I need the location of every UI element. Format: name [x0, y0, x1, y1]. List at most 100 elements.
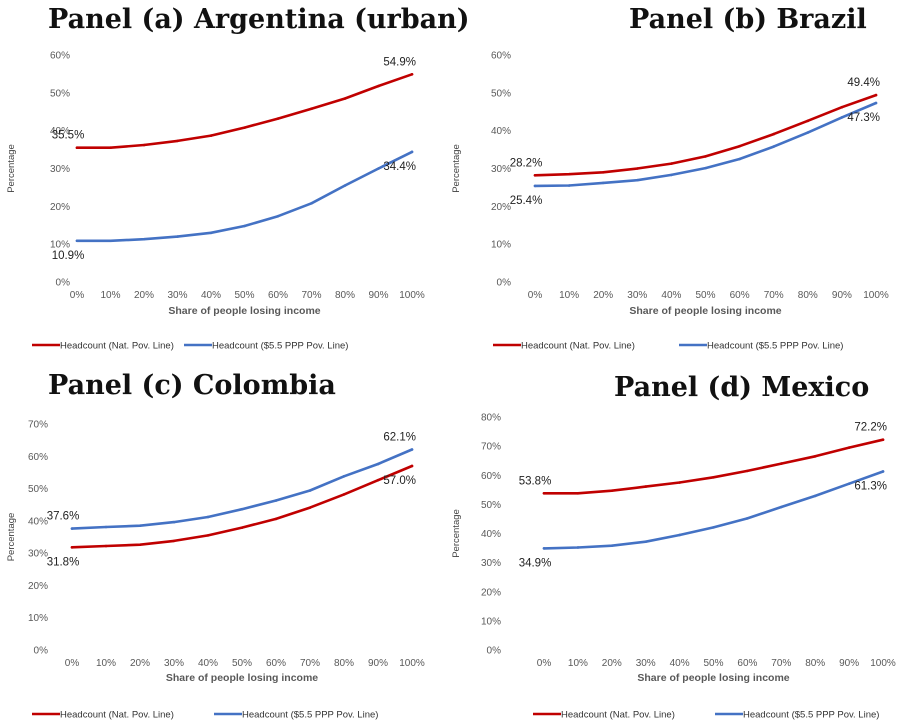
data-point: [276, 117, 280, 120]
line-chart-argentina: 0% 10% 20% 30% 40% 50% 60% 0% 10% 20% 30% 40% 50% 60%…: [6, 51, 425, 352]
data-point: [70, 527, 74, 530]
panel-brazil: Panel (b) Brazil 0% 10% 20% 30% 40% 50% 60% 0% 1…: [449, 0, 897, 362]
x-tick-label: 60%: [266, 658, 286, 669]
data-point: [704, 166, 707, 170]
y-tick-label: 60%: [28, 452, 48, 463]
legend-label: Headcount (Nat. Pov. Line): [60, 710, 174, 721]
chart-title: Panel (d) Mexico: [614, 372, 870, 403]
x-tick-label: 0%: [65, 658, 80, 669]
data-label: 53.8%: [519, 475, 552, 487]
data-point: [377, 84, 380, 88]
data-point: [75, 146, 79, 149]
y-tick-label: 60%: [481, 471, 501, 482]
data-point: [678, 533, 681, 537]
series-line-national: [70, 464, 414, 549]
x-tick-label: 40%: [661, 290, 681, 301]
data-label: 62.1%: [383, 432, 416, 444]
data-point: [172, 539, 176, 543]
data-point: [636, 178, 639, 182]
legend-label: Headcount (Nat. Pov. Line): [521, 341, 635, 352]
chart-title: Panel (a) Argentina (urban): [48, 4, 470, 35]
line-chart-colombia: 0% 10% 20% 30% 40% 50% 60% 70% 0% 10% 20% 30% 40% 50%…: [6, 420, 425, 721]
data-point: [410, 464, 414, 468]
data-point: [813, 494, 817, 498]
x-tick-label: 100%: [863, 290, 889, 301]
data-point: [780, 462, 783, 465]
data-point: [343, 97, 347, 100]
data-point: [576, 546, 580, 549]
data-point: [376, 478, 380, 482]
data-point: [881, 438, 885, 442]
series-line-national: [75, 73, 414, 149]
data-point: [840, 116, 844, 119]
data-label: 37.6%: [47, 511, 80, 523]
y-tick-label: 20%: [481, 587, 501, 598]
data-point: [109, 146, 112, 149]
legend-label: Headcount ($5.5 PPP Pov. Line): [242, 710, 378, 721]
data-point: [772, 132, 775, 136]
x-tick-label: 60%: [730, 290, 750, 301]
data-label: 34.9%: [519, 557, 552, 569]
data-point: [542, 547, 546, 550]
data-point: [376, 462, 380, 466]
legend-label: Headcount (Nat. Pov. Line): [60, 341, 174, 352]
data-label: 10.9%: [52, 250, 85, 262]
series-line-ppp: [70, 448, 414, 530]
y-tick-label: 0%: [34, 646, 49, 657]
data-point: [342, 475, 346, 478]
x-tick-label: 60%: [737, 658, 757, 669]
data-point: [172, 520, 176, 524]
panel-argentina: Panel (a) Argentina (urban) 0% 10% 20% 30% 4…: [0, 0, 470, 362]
data-point: [308, 489, 312, 492]
data-point: [847, 446, 851, 449]
data-point: [847, 482, 851, 485]
x-tick-label: 10%: [559, 290, 579, 301]
legend-label: Headcount (Nat. Pov. Line): [561, 710, 675, 721]
y-tick-label: 80%: [481, 413, 501, 424]
y-tick-label: 40%: [50, 126, 70, 137]
x-tick-label: 50%: [695, 290, 715, 301]
y-tick-label: 50%: [28, 484, 48, 495]
data-point: [243, 224, 246, 228]
data-point: [243, 126, 246, 129]
y-axis-title: Percentage: [451, 509, 462, 558]
x-axis-title: Share of people losing income: [168, 305, 320, 317]
data-point: [209, 134, 213, 137]
data-point: [109, 239, 112, 243]
chart-title: Panel (c) Colombia: [48, 370, 336, 401]
x-tick-label: 50%: [234, 290, 254, 301]
panel-mexico: Panel (d) Mexico 0% 10% 20% 30% 40% 50% 60% 70%…: [449, 362, 897, 727]
data-point: [601, 170, 605, 174]
x-tick-label: 20%: [134, 290, 154, 301]
x-tick-label: 30%: [627, 290, 647, 301]
x-tick-label: 90%: [368, 658, 388, 669]
x-tick-label: 30%: [164, 658, 184, 669]
y-tick-label: 40%: [491, 126, 511, 137]
x-tick-label: 80%: [335, 290, 355, 301]
x-axis-title: Share of people losing income: [637, 672, 789, 684]
chart-title: Panel (b) Brazil: [629, 4, 867, 35]
x-tick-label: 20%: [593, 290, 613, 301]
data-point: [601, 181, 605, 185]
y-tick-label: 20%: [50, 202, 70, 213]
data-point: [610, 544, 614, 548]
y-tick-label: 50%: [50, 88, 70, 99]
y-axis-title: Percentage: [451, 144, 462, 193]
data-point: [806, 131, 810, 134]
data-point: [738, 144, 741, 148]
x-tick-label: 90%: [368, 290, 388, 301]
series-line-ppp: [542, 470, 885, 550]
data-label: 47.3%: [847, 112, 880, 124]
data-point: [610, 489, 614, 492]
data-point: [644, 540, 647, 543]
data-point: [70, 546, 74, 549]
x-tick-label: 20%: [130, 658, 150, 669]
data-point: [104, 544, 108, 548]
data-point: [310, 202, 313, 205]
data-point: [576, 492, 580, 495]
x-axis-title: Share of people losing income: [629, 305, 781, 317]
data-label: 31.8%: [47, 556, 80, 568]
data-label: 28.2%: [510, 157, 543, 169]
x-tick-label: 80%: [805, 658, 825, 669]
x-tick-label: 10%: [568, 658, 588, 669]
